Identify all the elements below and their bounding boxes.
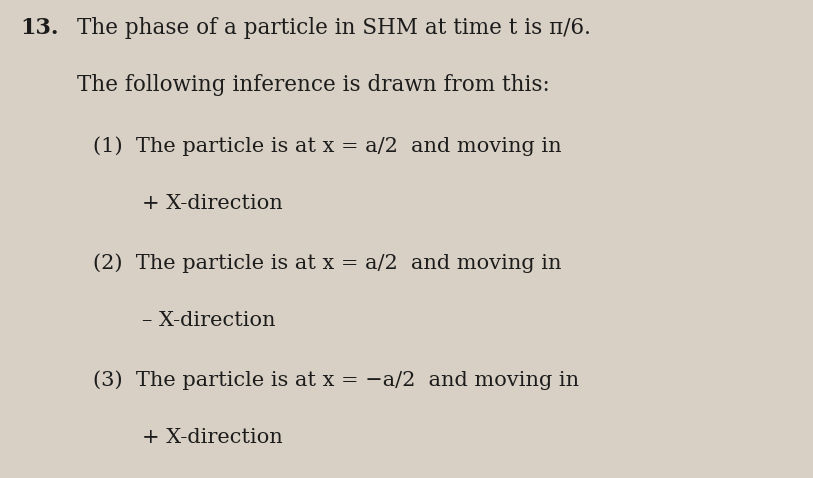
Text: + X-direction: + X-direction: [142, 428, 283, 447]
Text: (2)  The particle is at x = a/2  and moving in: (2) The particle is at x = a/2 and movin…: [93, 253, 562, 273]
Text: 13.: 13.: [20, 17, 59, 39]
Text: (3)  The particle is at x = −a/2  and moving in: (3) The particle is at x = −a/2 and movi…: [93, 370, 580, 390]
Text: (1)  The particle is at x = a/2  and moving in: (1) The particle is at x = a/2 and movin…: [93, 136, 562, 156]
Text: The phase of a particle in SHM at time t is π/6.: The phase of a particle in SHM at time t…: [77, 17, 591, 39]
Text: – X-direction: – X-direction: [142, 311, 276, 330]
Text: The following inference is drawn from this:: The following inference is drawn from th…: [77, 74, 550, 96]
Text: + X-direction: + X-direction: [142, 194, 283, 213]
